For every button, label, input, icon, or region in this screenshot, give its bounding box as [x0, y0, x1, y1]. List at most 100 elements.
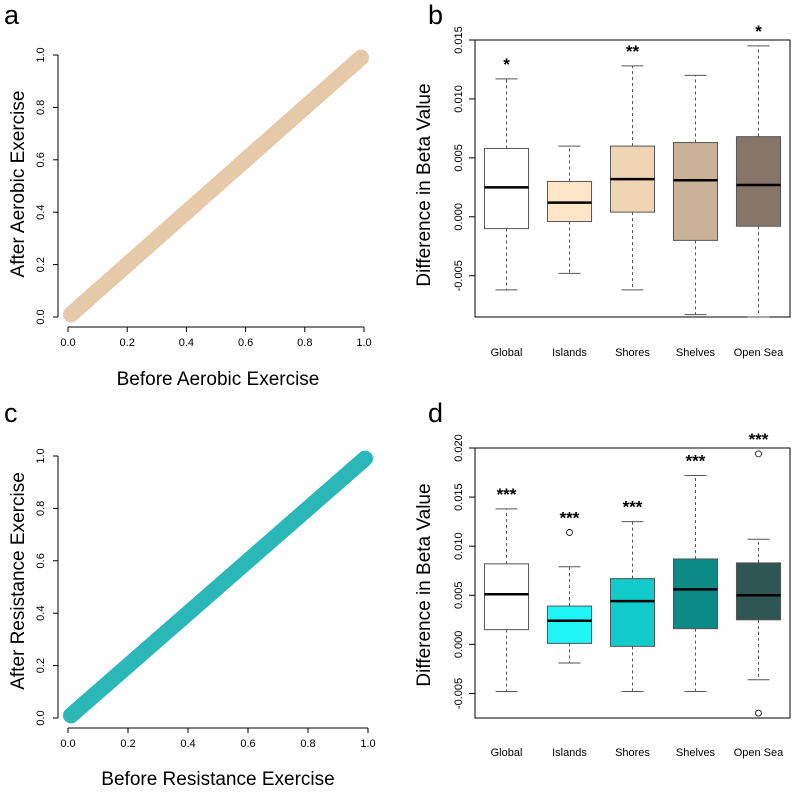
category-label: Shores [615, 347, 650, 359]
y-tick-label: 0.4 [35, 205, 47, 220]
scatter-point [181, 202, 191, 212]
scatter-point [167, 223, 177, 233]
scatter-point [211, 178, 221, 188]
iqr-box [735, 136, 782, 227]
scatter-point [318, 488, 328, 498]
panel-d-boxplot: d *** Global *** Islands *** Shores *** Shelves *… [414, 398, 791, 759]
iqr-box [735, 562, 782, 621]
category-label: Shores [615, 747, 650, 759]
significance-label: *** [497, 485, 517, 504]
iqr-box [672, 142, 719, 241]
y-tick-label: 0.020 [453, 434, 465, 462]
plot-frame [474, 447, 791, 719]
iqr-box [546, 605, 593, 644]
x-tick-label: 0.2 [120, 337, 135, 349]
category-label: Global [491, 347, 523, 359]
x-tick-label: 0.4 [179, 337, 194, 349]
box-shelves [672, 74, 719, 316]
scatter-point [241, 150, 251, 160]
scatter-point [153, 637, 163, 647]
scatter-point [344, 66, 354, 76]
x-tick-label: 0.4 [180, 738, 195, 750]
panel-letter: c [4, 398, 18, 428]
y-tick-label: 0.015 [453, 483, 465, 511]
y-tick-label: -0.005 [453, 260, 465, 291]
category-label: Islands [552, 747, 587, 759]
y-tick-label: 0.010 [453, 85, 465, 113]
plot-frame [474, 39, 791, 318]
scatter-point [333, 480, 343, 490]
scatter-point [348, 461, 358, 471]
category-label: Open Sea [734, 747, 784, 759]
y-tick-label: 0.8 [35, 100, 47, 115]
scatter-point [273, 532, 283, 542]
scatter-point [107, 275, 117, 285]
x-tick-label: 0.6 [238, 337, 253, 349]
panel-letter: a [4, 0, 20, 30]
y-tick-label: 0.005 [453, 144, 465, 172]
box-shelves: *** [672, 451, 719, 692]
significance-label: *** [686, 451, 706, 470]
y-tick-label: 0.005 [453, 582, 465, 610]
y-tick-label: 0.000 [453, 631, 465, 659]
scatter-point [168, 619, 178, 629]
iqr-box [609, 578, 656, 647]
y-tick-label: 0.0 [35, 309, 47, 324]
significance-label: * [503, 55, 510, 74]
panel-a-scatter: a 0.0 0.2 0.4 0.6 0.8 1.0 0.0 0.2 0.4 0.6 0.8 1.0 Bef… [4, 0, 372, 390]
y-tick-label: -0.005 [453, 678, 465, 709]
y-tick-label: 0.6 [35, 553, 47, 568]
significance-label: *** [749, 430, 769, 449]
scatter-point [300, 100, 310, 110]
scatter-point [228, 566, 238, 576]
scatter-point [69, 304, 79, 314]
scatter-point [183, 611, 193, 621]
y-tick-label: 0.015 [453, 26, 465, 54]
scatter-point [315, 92, 325, 102]
scatter-point [93, 281, 103, 291]
scatter-point [258, 540, 268, 550]
scatter-point [78, 302, 88, 312]
outlier-point [755, 709, 762, 717]
scatter-point [69, 708, 79, 718]
scatter-point [213, 585, 223, 595]
scatter-point [108, 671, 118, 681]
y-axis-title: Difference in Beta Value [414, 83, 435, 286]
scatter-point [87, 288, 97, 298]
y-tick-label: 1.0 [35, 448, 47, 463]
iqr-box [483, 563, 530, 631]
x-tick-label: 0.2 [120, 738, 135, 750]
x-tick-label: 0.6 [240, 738, 255, 750]
y-tick-label: 0.8 [35, 501, 47, 516]
iqr-box [672, 558, 719, 630]
scatter-point [152, 231, 162, 241]
y-axis-title: After Aerobic Exercise [8, 91, 29, 278]
box-islands [546, 145, 593, 274]
x-axis-title: Before Resistance Exercise [101, 769, 334, 790]
category-label: Shelves [676, 747, 716, 759]
y-tick-label: 0.010 [453, 532, 465, 560]
significance-label: * [755, 22, 762, 41]
significance-label: *** [623, 498, 643, 517]
scatter-point [123, 663, 133, 673]
y-tick-label: 0.000 [453, 203, 465, 231]
box-open-sea: *** [735, 430, 782, 717]
scatter-point [303, 506, 313, 516]
y-tick-label: 0.0 [35, 710, 47, 725]
outlier-point [755, 450, 762, 458]
x-tick-label: 1.0 [360, 738, 375, 750]
scatter-point [329, 74, 339, 84]
scatter-point [270, 126, 280, 136]
box-islands: *** [546, 508, 593, 664]
x-tick-label: 0.0 [60, 738, 75, 750]
box-open-sea: * [735, 22, 782, 318]
scatter-point [353, 53, 363, 63]
y-tick-label: 0.4 [35, 606, 47, 621]
category-label: Islands [552, 347, 587, 359]
panel-c-scatter: c 0.0 0.2 0.4 0.6 0.8 1.0 0.0 0.2 0.4 0.6 0.8 1.0 Bef… [4, 398, 376, 790]
box-global: * [483, 55, 530, 291]
scatter-point [78, 697, 88, 707]
category-label: Open Sea [734, 347, 784, 359]
box-shores: *** [609, 498, 656, 692]
category-label: Shelves [676, 347, 716, 359]
